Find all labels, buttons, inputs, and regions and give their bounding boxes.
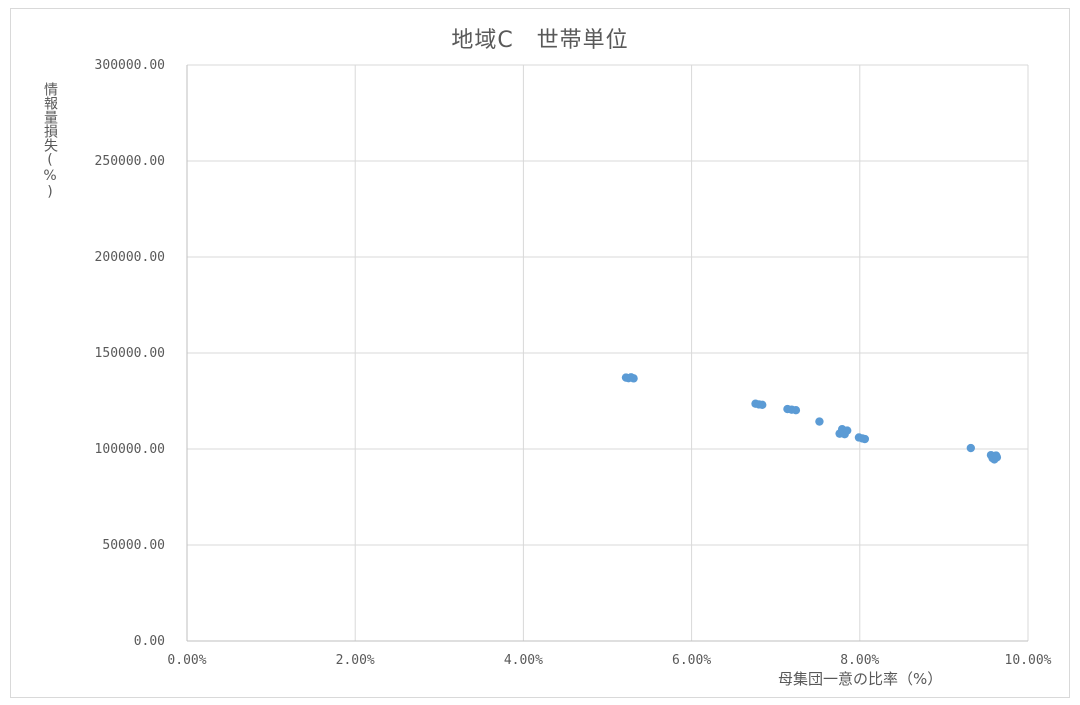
data-points	[621, 373, 1002, 464]
x-tick-label: 6.00%	[672, 653, 711, 668]
data-point	[860, 434, 870, 444]
y-tick-label: 200000.00	[95, 250, 165, 265]
y-tick-label: 50000.00	[102, 538, 165, 553]
y-axis-title: 情報量損失(%)	[42, 82, 58, 200]
data-point	[791, 406, 801, 415]
x-tick-label: 8.00%	[840, 653, 879, 668]
x-tick-label: 10.00%	[1005, 653, 1052, 668]
data-point	[842, 426, 852, 435]
data-point	[966, 443, 976, 453]
chart-title: 地域C 世帯単位	[451, 28, 629, 53]
data-point	[629, 374, 638, 383]
gridlines	[187, 64, 1029, 641]
x-axis-title: 母集団一意の比率（%）	[778, 670, 943, 688]
y-tick-label: 0.00	[134, 634, 165, 649]
data-point	[815, 417, 824, 426]
data-point	[992, 453, 1002, 462]
x-tick-label: 2.00%	[336, 653, 375, 668]
y-tick-label: 100000.00	[95, 442, 165, 457]
y-tick-label: 150000.00	[95, 346, 165, 361]
tick-labels: 0.00 50000.00 100000.00 150000.00 200000.00 2…	[95, 58, 1052, 668]
x-tick-label: 4.00%	[504, 653, 543, 668]
y-tick-label: 250000.00	[95, 154, 165, 169]
data-point	[758, 400, 767, 410]
axes	[186, 65, 1028, 642]
x-tick-label: 0.00%	[167, 653, 206, 668]
y-tick-label: 300000.00	[95, 58, 165, 73]
